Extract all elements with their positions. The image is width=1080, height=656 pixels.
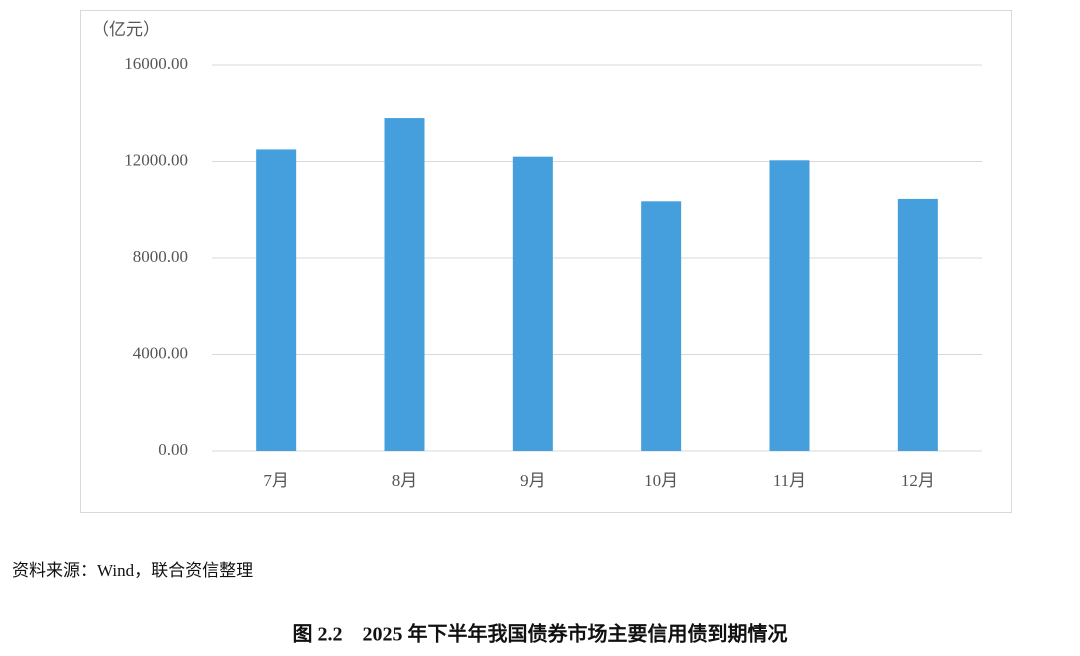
chart-frame <box>80 10 1012 513</box>
bar <box>256 149 297 451</box>
unit-label: （亿元） <box>92 20 160 39</box>
x-tick-label: 7月 <box>263 471 289 490</box>
y-tick-label: 12000.00 <box>124 150 188 169</box>
bar <box>641 201 682 451</box>
y-tick-label: 16000.00 <box>124 54 188 73</box>
y-tick-label: 4000.00 <box>133 343 188 362</box>
y-tick-label: 8000.00 <box>133 247 188 266</box>
x-tick-label: 9月 <box>520 471 546 490</box>
bar <box>512 156 553 452</box>
bar <box>897 198 938 451</box>
x-tick-label: 10月 <box>644 471 678 490</box>
x-tick-label: 12月 <box>901 471 935 490</box>
y-tick-label: 0.00 <box>158 440 188 459</box>
source-note: 资料来源：Wind，联合资信整理 <box>12 561 253 580</box>
bar <box>769 160 810 451</box>
bar <box>384 118 425 451</box>
x-tick-label: 8月 <box>392 471 418 490</box>
x-tick-label: 11月 <box>773 471 806 490</box>
figure-title: 图 2.2 2025 年下半年我国债券市场主要信用债到期情况 <box>293 622 788 646</box>
